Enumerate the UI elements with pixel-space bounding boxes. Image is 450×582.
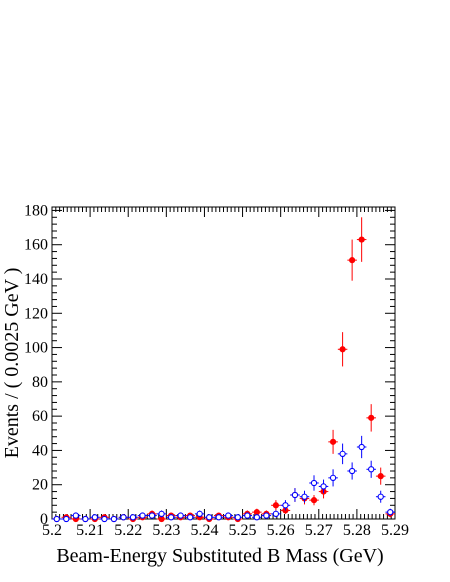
x-tick-label: 5.27: [305, 522, 333, 539]
data-point: [349, 257, 356, 264]
data-series: [52, 217, 395, 523]
x-tick-label: 5.28: [343, 522, 371, 539]
x-tick-labels: 5.2 5.21 5.22 5.23 5.24 5.25 5.26 5.27 5.28 5.29: [42, 522, 409, 539]
axis-ticks: [51, 207, 396, 520]
data-point: [187, 514, 194, 521]
data-point: [291, 491, 299, 499]
x-tick-label: 5.21: [76, 522, 104, 539]
y-tick-label: 160: [24, 237, 48, 254]
data-point: [377, 493, 384, 500]
data-point: [244, 512, 251, 519]
data-point: [358, 443, 365, 451]
data-point: [358, 236, 365, 243]
data-point: [253, 514, 260, 521]
x-tick-label: 5.26: [267, 522, 295, 539]
y-tick-label: 180: [24, 202, 48, 219]
data-point: [110, 515, 118, 523]
x-tick-label: 5.23: [152, 522, 180, 539]
y-tick-label: 0: [40, 511, 48, 528]
x-tick-label: 5.2: [42, 522, 62, 539]
data-point: [377, 473, 384, 480]
data-point: [329, 438, 337, 445]
data-point: [348, 467, 356, 475]
y-tick-label: 120: [24, 305, 48, 322]
data-point: [339, 346, 346, 353]
y-tick-label: 40: [32, 442, 48, 459]
x-tick-label: 5.29: [381, 522, 409, 539]
data-point: [253, 509, 260, 516]
data-point: [387, 508, 394, 516]
data-point: [206, 514, 213, 521]
data-point: [63, 515, 70, 523]
data-point: [196, 510, 203, 518]
data-point: [53, 515, 60, 523]
data-point: [272, 502, 280, 509]
data-point: [225, 512, 232, 519]
y-tick-label: 60: [32, 408, 48, 425]
data-point: [82, 515, 89, 523]
data-point: [368, 466, 375, 473]
data-point: [177, 512, 184, 519]
data-point: [101, 515, 108, 523]
x-tick-label: 5.22: [114, 522, 142, 539]
data-point: [91, 514, 99, 521]
x-tick-label: 5.24: [190, 522, 218, 539]
data-point: [139, 512, 146, 519]
x-tick-label: 5.25: [229, 522, 257, 539]
y-tick-labels: 0 20 40 60 80 100 120 140 160 180: [24, 202, 48, 528]
data-point: [272, 510, 280, 518]
y-tick-label: 80: [32, 374, 48, 391]
data-point: [158, 510, 165, 518]
data-point: [320, 483, 327, 490]
plot-frame: [51, 206, 396, 520]
y-tick-label: 100: [24, 340, 48, 357]
data-point: [263, 512, 270, 519]
data-point: [148, 512, 156, 519]
data-point: [129, 514, 137, 521]
series-2: [52, 435, 395, 523]
data-point: [282, 502, 289, 509]
data-point: [167, 514, 175, 521]
data-point: [339, 450, 346, 458]
x-axis-title: Beam-Energy Substituted B Mass (GeV): [56, 545, 383, 567]
series-1: [52, 217, 395, 523]
y-axis-title: Events / ( 0.0025 GeV ): [1, 268, 23, 459]
y-tick-label: 20: [32, 477, 48, 494]
data-point: [72, 512, 79, 519]
data-point: [215, 514, 222, 521]
data-point: [329, 474, 337, 482]
data-point: [234, 514, 241, 521]
data-point: [310, 497, 318, 504]
data-point: [120, 514, 127, 521]
data-point: [368, 414, 375, 421]
y-tick-label: 140: [24, 271, 48, 288]
data-point: [301, 493, 308, 500]
data-point: [310, 479, 318, 487]
